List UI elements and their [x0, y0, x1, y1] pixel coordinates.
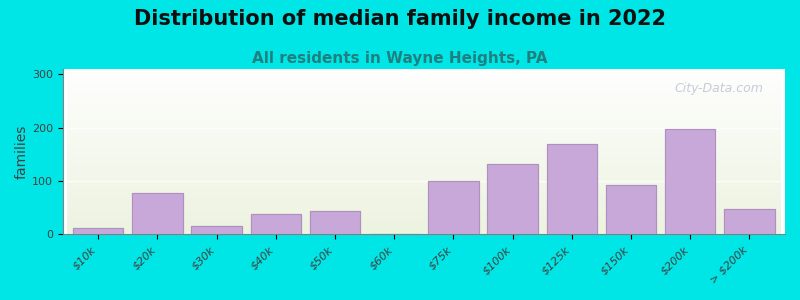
Bar — [132, 193, 182, 234]
Y-axis label: families: families — [15, 124, 29, 179]
Bar — [546, 144, 597, 234]
Bar — [191, 226, 242, 234]
Bar — [665, 129, 715, 234]
Bar — [606, 185, 656, 234]
Bar — [73, 228, 123, 234]
Text: City-Data.com: City-Data.com — [674, 82, 763, 95]
Bar — [310, 212, 360, 234]
Bar — [487, 164, 538, 234]
Bar — [250, 214, 301, 234]
Bar — [250, 214, 301, 234]
Bar — [546, 144, 597, 234]
Bar — [724, 209, 774, 234]
Text: Distribution of median family income in 2022: Distribution of median family income in … — [134, 9, 666, 29]
Bar — [487, 164, 538, 234]
Bar — [428, 181, 478, 234]
Bar — [724, 209, 774, 234]
Bar — [132, 193, 182, 234]
Bar — [428, 181, 478, 234]
Bar — [606, 185, 656, 234]
Bar — [310, 212, 360, 234]
Bar — [191, 226, 242, 234]
Bar — [73, 228, 123, 234]
Bar — [665, 129, 715, 234]
Text: All residents in Wayne Heights, PA: All residents in Wayne Heights, PA — [252, 51, 548, 66]
